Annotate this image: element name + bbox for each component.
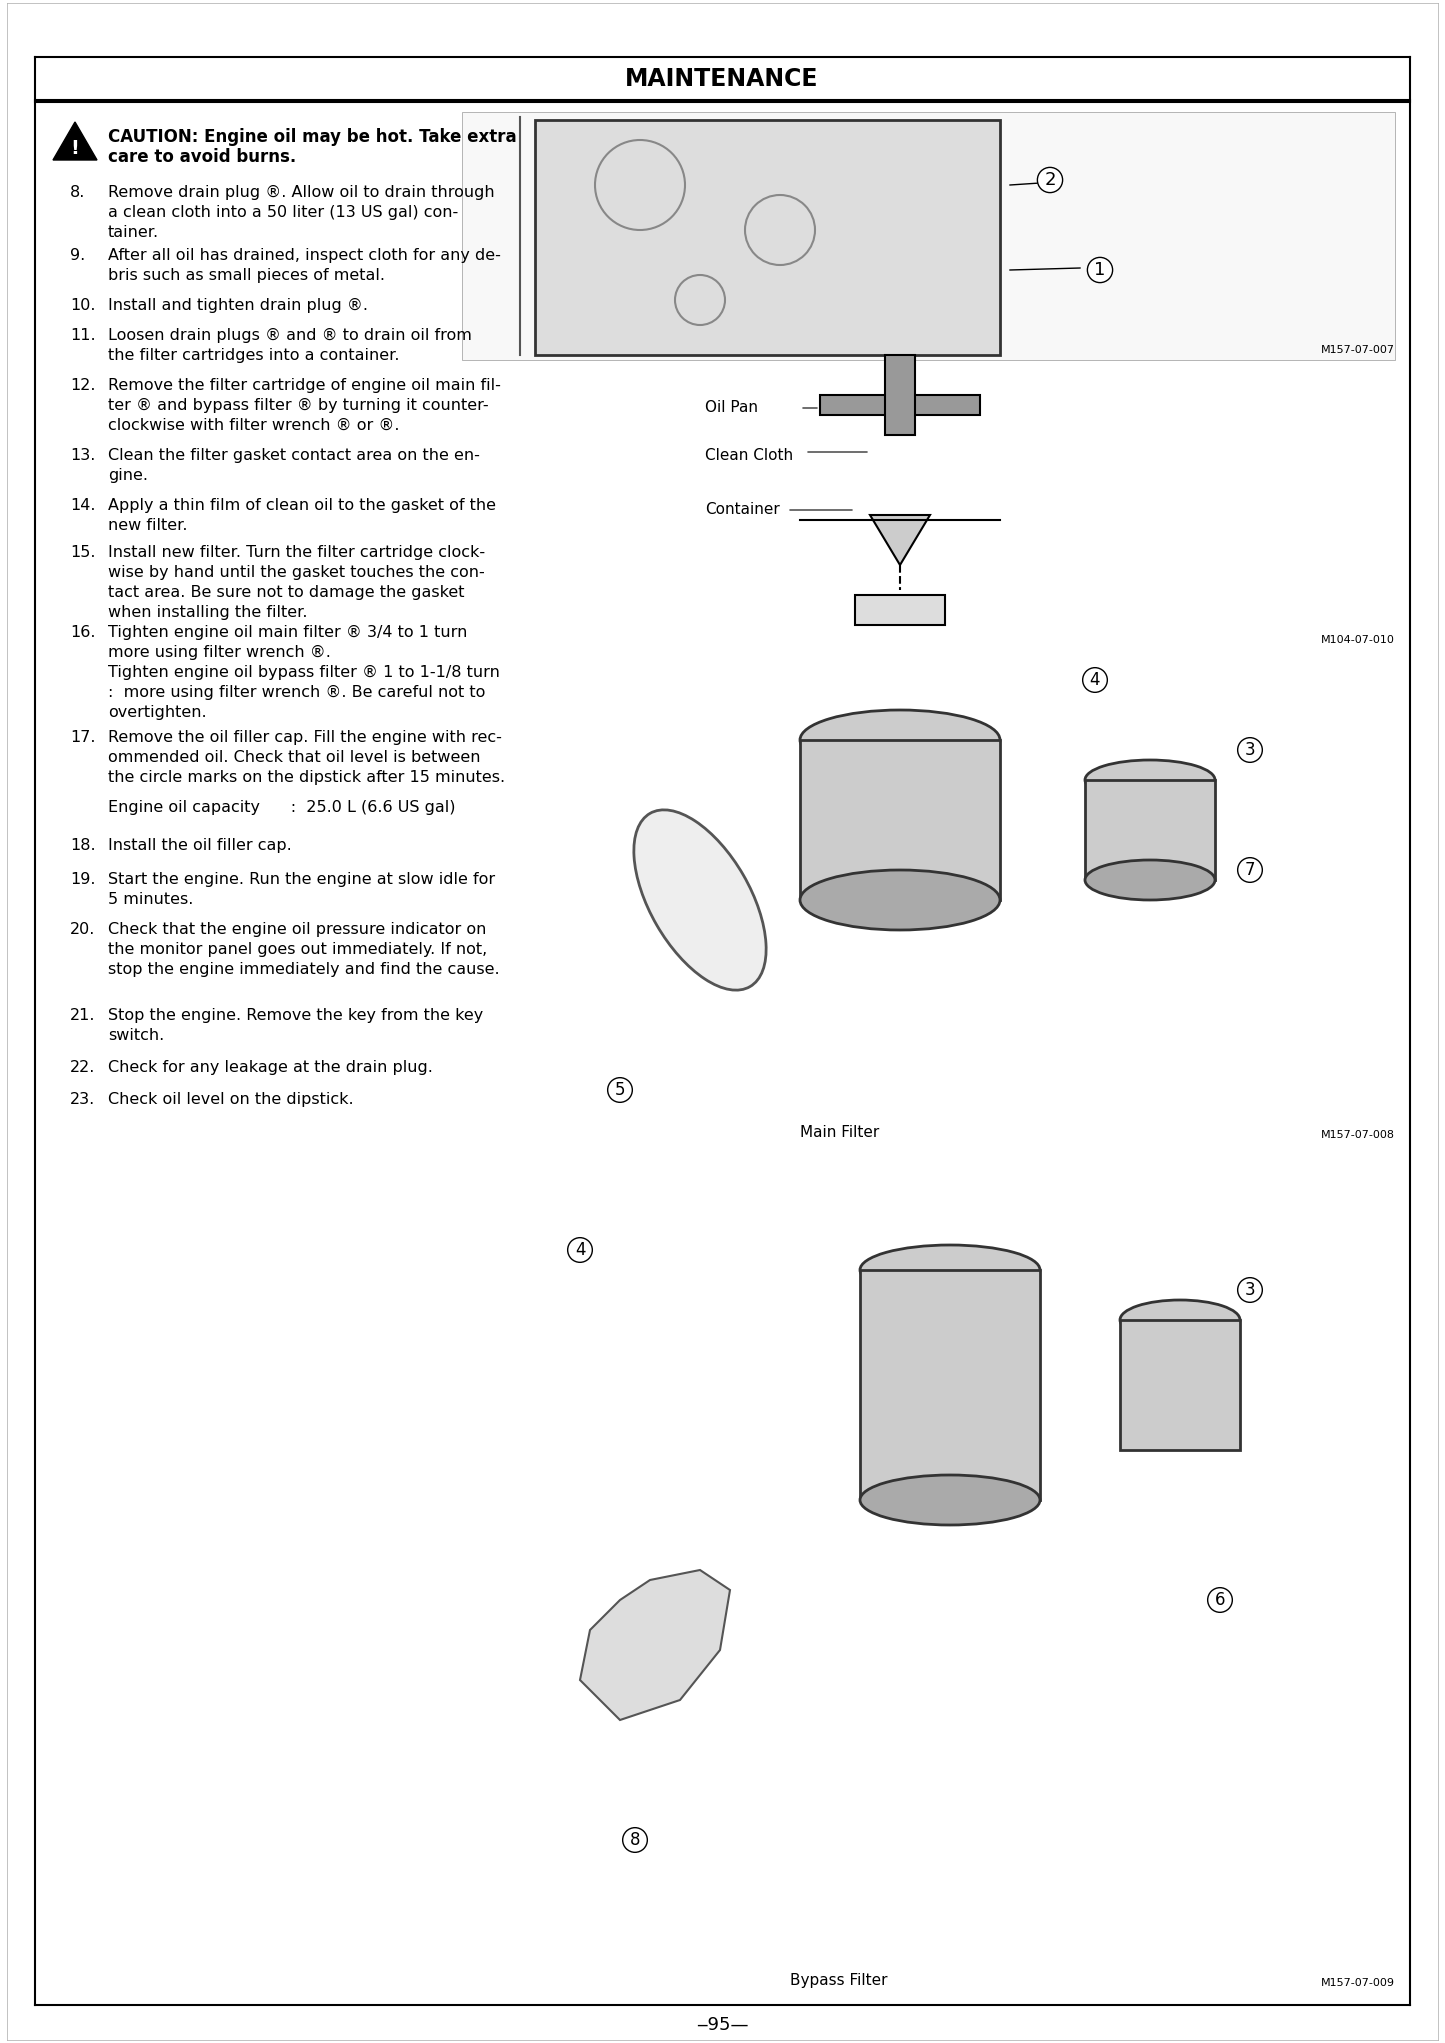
Text: Bypass Filter: Bypass Filter (790, 1974, 887, 1988)
Ellipse shape (860, 1475, 1040, 1524)
Text: bris such as small pieces of metal.: bris such as small pieces of metal. (108, 268, 384, 284)
Bar (860, 1271, 1040, 1500)
Text: Loosen drain plugs ® and ® to drain oil from: Loosen drain plugs ® and ® to drain oil … (108, 329, 473, 343)
Text: clockwise with filter wrench ® or ®.: clockwise with filter wrench ® or ®. (108, 419, 399, 433)
Text: more using filter wrench ®.: more using filter wrench ®. (108, 646, 331, 660)
Text: 15.: 15. (69, 545, 95, 560)
Text: Oil Pan: Oil Pan (705, 400, 759, 415)
Text: Apply a thin film of clean oil to the gasket of the: Apply a thin film of clean oil to the ga… (108, 498, 496, 513)
Text: 22.: 22. (69, 1060, 95, 1075)
Text: tact area. Be sure not to damage the gasket: tact area. Be sure not to damage the gas… (108, 584, 464, 601)
Text: the circle marks on the dipstick after 15 minutes.: the circle marks on the dipstick after 1… (108, 770, 506, 785)
Text: 5 minutes.: 5 minutes. (108, 893, 194, 907)
Bar (801, 740, 1000, 901)
Ellipse shape (801, 870, 1000, 930)
Text: Remove drain plug ®. Allow oil to drain through: Remove drain plug ®. Allow oil to drain … (108, 186, 494, 200)
Text: tainer.: tainer. (108, 225, 159, 239)
Text: 2: 2 (1045, 172, 1056, 190)
Text: 17.: 17. (69, 729, 95, 746)
Text: Stop the engine. Remove the key from the key: Stop the engine. Remove the key from the… (108, 1007, 483, 1024)
Text: 1: 1 (1094, 262, 1105, 280)
Polygon shape (53, 123, 97, 159)
Text: 6: 6 (1215, 1591, 1225, 1610)
Text: 13.: 13. (69, 447, 95, 464)
Text: Remove the filter cartridge of engine oil main fil-: Remove the filter cartridge of engine oi… (108, 378, 501, 392)
Text: care to avoid burns.: care to avoid burns. (108, 147, 296, 165)
Text: 9.: 9. (69, 247, 85, 264)
Bar (1120, 1320, 1240, 1451)
Bar (1085, 780, 1215, 881)
Text: wise by hand until the gasket touches the con-: wise by hand until the gasket touches th… (108, 566, 484, 580)
Text: 16.: 16. (69, 625, 95, 639)
Text: M157-07-008: M157-07-008 (1321, 1130, 1394, 1140)
Text: Engine oil capacity      :  25.0 L (6.6 US gal): Engine oil capacity : 25.0 L (6.6 US gal… (108, 801, 455, 815)
Polygon shape (579, 1569, 730, 1720)
Text: ommended oil. Check that oil level is between: ommended oil. Check that oil level is be… (108, 750, 481, 764)
Text: Install and tighten drain plug ®.: Install and tighten drain plug ®. (108, 298, 368, 313)
Text: stop the engine immediately and find the cause.: stop the engine immediately and find the… (108, 962, 500, 977)
Text: Remove the oil filler cap. Fill the engine with rec-: Remove the oil filler cap. Fill the engi… (108, 729, 501, 746)
Text: 12.: 12. (69, 378, 95, 392)
Text: Check that the engine oil pressure indicator on: Check that the engine oil pressure indic… (108, 921, 487, 938)
Text: CAUTION: Engine oil may be hot. Take extra: CAUTION: Engine oil may be hot. Take ext… (108, 129, 517, 145)
Bar (535, 121, 1000, 355)
Text: ter ® and bypass filter ® by turning it counter-: ter ® and bypass filter ® by turning it … (108, 398, 488, 413)
Text: Main Filter: Main Filter (801, 1126, 879, 1140)
Bar (884, 355, 915, 435)
Text: 23.: 23. (69, 1093, 95, 1107)
Text: 20.: 20. (69, 921, 95, 938)
Text: Container: Container (705, 503, 780, 517)
Ellipse shape (801, 711, 1000, 770)
Text: Start the engine. Run the engine at slow idle for: Start the engine. Run the engine at slow… (108, 872, 496, 887)
Text: 14.: 14. (69, 498, 95, 513)
Text: MAINTENANCE: MAINTENANCE (626, 67, 819, 90)
Text: M157-07-009: M157-07-009 (1321, 1978, 1394, 1988)
Text: Tighten engine oil main filter ® 3/4 to 1 turn: Tighten engine oil main filter ® 3/4 to … (108, 625, 467, 639)
Ellipse shape (1085, 760, 1215, 801)
Text: Install new filter. Turn the filter cartridge clock-: Install new filter. Turn the filter cart… (108, 545, 486, 560)
Text: Clean the filter gasket contact area on the en-: Clean the filter gasket contact area on … (108, 447, 480, 464)
Bar (855, 595, 945, 625)
Text: :  more using filter wrench ®. Be careful not to: : more using filter wrench ®. Be careful… (108, 684, 486, 701)
Text: 10.: 10. (69, 298, 95, 313)
Text: !: ! (71, 139, 79, 157)
Text: new filter.: new filter. (108, 519, 188, 533)
Text: 3: 3 (1244, 742, 1256, 760)
Text: 4: 4 (575, 1240, 585, 1258)
Text: ‒95—: ‒95— (695, 2016, 749, 2035)
Text: 18.: 18. (69, 838, 95, 854)
Text: 11.: 11. (69, 329, 95, 343)
Text: Tighten engine oil bypass filter ® 1 to 1-1/8 turn: Tighten engine oil bypass filter ® 1 to … (108, 666, 500, 680)
Text: Clean Cloth: Clean Cloth (705, 447, 793, 462)
Text: a clean cloth into a 50 liter (13 US gal) con-: a clean cloth into a 50 liter (13 US gal… (108, 204, 458, 221)
Bar (462, 112, 1394, 360)
Text: the filter cartridges into a container.: the filter cartridges into a container. (108, 347, 399, 364)
Text: when installing the filter.: when installing the filter. (108, 605, 308, 619)
Text: M104-07-010: M104-07-010 (1321, 635, 1394, 646)
Text: M157-07-007: M157-07-007 (1321, 345, 1394, 355)
Text: 21.: 21. (69, 1007, 95, 1024)
Text: Check for any leakage at the drain plug.: Check for any leakage at the drain plug. (108, 1060, 433, 1075)
Text: gine.: gine. (108, 468, 147, 482)
Text: 3: 3 (1244, 1281, 1256, 1299)
Ellipse shape (1085, 860, 1215, 901)
Text: 4: 4 (1090, 670, 1100, 688)
Ellipse shape (1120, 1299, 1240, 1340)
Polygon shape (870, 515, 931, 566)
Text: Install the oil filler cap.: Install the oil filler cap. (108, 838, 292, 854)
Text: overtighten.: overtighten. (108, 705, 207, 719)
Text: 5: 5 (614, 1081, 626, 1099)
Text: 19.: 19. (69, 872, 95, 887)
Bar (819, 394, 980, 415)
Text: 8: 8 (630, 1831, 640, 1849)
Ellipse shape (860, 1244, 1040, 1295)
Text: Check oil level on the dipstick.: Check oil level on the dipstick. (108, 1093, 354, 1107)
Ellipse shape (634, 809, 766, 991)
Text: 7: 7 (1244, 860, 1256, 878)
Text: switch.: switch. (108, 1028, 165, 1044)
Text: the monitor panel goes out immediately. If not,: the monitor panel goes out immediately. … (108, 942, 487, 956)
Text: 8.: 8. (69, 186, 85, 200)
Text: After all oil has drained, inspect cloth for any de-: After all oil has drained, inspect cloth… (108, 247, 501, 264)
